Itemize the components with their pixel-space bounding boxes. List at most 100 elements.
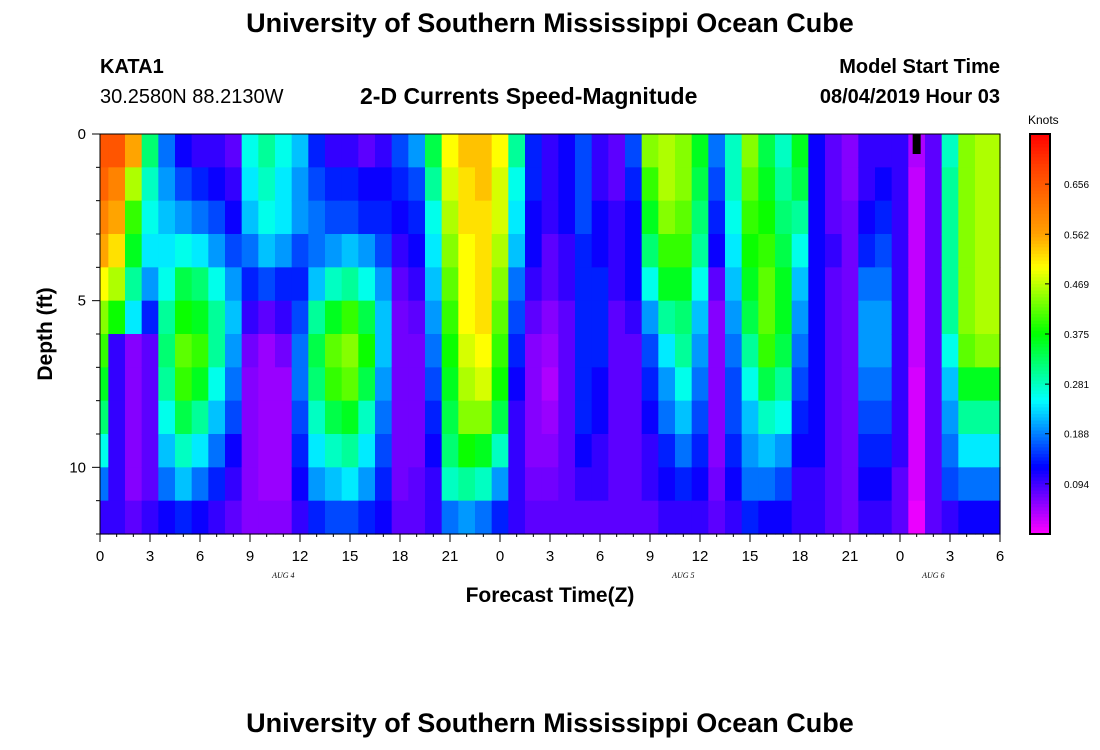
heatmap-cell [475,400,493,435]
heatmap-cell [608,434,626,468]
heatmap-cell [291,467,309,502]
heatmap-cell [658,334,676,368]
heatmap-cell [658,500,676,535]
heatmap-cell [408,167,426,202]
colorbar-segment [1030,234,1050,238]
heatmap-cell [358,434,376,468]
heatmap-cell [675,367,693,402]
heatmap-cell [541,467,559,502]
heatmap-cell [375,334,393,368]
colorbar-segment [1030,320,1050,325]
heatmap-cell [341,134,359,168]
heatmap-cell [641,234,659,268]
heatmap-cell [875,500,893,535]
heatmap-cell [758,300,776,335]
heatmap-cell [291,267,309,302]
heatmap-cell [691,134,709,168]
heatmap-cell [541,167,559,202]
heatmap-cell [275,400,293,435]
heatmap-cell [475,367,493,402]
heatmap-cell [675,434,693,468]
heatmap-cell [708,400,726,435]
heatmap-cell [441,300,459,335]
heatmap-cell [575,367,593,402]
heatmap-cell [308,334,326,368]
x-tick-label: 6 [596,548,604,565]
colorbar-segment [1030,324,1050,328]
heatmap-cell [841,300,859,335]
heatmap-cell [908,334,926,368]
heatmap-cell [591,134,609,168]
colorbar-segment [1030,530,1050,535]
heatmap-cell [508,500,526,535]
heatmap-cell [225,267,243,302]
heatmap-cell [100,300,109,335]
heatmap-cell [658,134,676,168]
heatmap-cell [341,200,359,235]
colorbar-segment [1030,500,1050,505]
heatmap-cell [508,334,526,368]
heatmap-cell [575,167,593,202]
heatmap-cell [991,500,1001,535]
heatmap-cell [391,300,409,335]
heatmap-cell [741,400,759,435]
colorbar-segment [1030,197,1050,202]
heatmap-cell [408,300,426,335]
heatmap-cell [458,500,476,535]
heatmap-cell [758,167,776,202]
heatmap-cell [591,400,609,435]
heatmap-cell [358,367,376,402]
heatmap-cell [375,400,393,435]
colorbar-segment [1030,474,1050,478]
heatmap-cell [808,134,826,168]
heatmap-cell [608,167,626,202]
heatmap-cell [275,500,293,535]
heatmap-cell [658,434,676,468]
heatmap-cell [625,367,643,402]
colorbar-segment [1030,380,1050,385]
heatmap-cell [725,367,743,402]
heatmap-cell [641,467,659,502]
heatmap-cell [925,234,943,268]
heatmap-cell [291,300,309,335]
colorbar-segment [1030,387,1050,392]
heatmap-cell [475,234,493,268]
heatmap-cell [825,400,843,435]
colorbar-tick-label: 0.469 [1064,280,1089,291]
heatmap-cell [841,200,859,235]
x-tick-label: 9 [246,548,254,565]
x-axis-label: Forecast Time(Z) [465,584,635,607]
heatmap-cell [425,367,443,402]
heatmap-cell [141,400,159,435]
heatmap-cell [841,434,859,468]
heatmap-cell [958,200,976,235]
y-axis-label: Depth (ft) [34,287,57,381]
x-tick-label: 15 [342,548,359,565]
heatmap-cell [458,467,476,502]
heatmap-cell [408,334,426,368]
colorbar-segment [1030,167,1050,172]
heatmap-cell [275,234,293,268]
heatmap-cell [100,267,109,302]
heatmap-cell [508,200,526,235]
heatmap-cell [425,200,443,235]
heatmap-cell [175,467,193,502]
colorbar-segment [1030,257,1050,262]
heatmap-cell [875,200,893,235]
heatmap-cell [591,200,609,235]
heatmap-cell [858,267,876,302]
heatmap-cell [158,200,176,235]
heatmap-cell [241,167,259,202]
heatmap-cell [475,300,493,335]
colorbar-segment [1030,277,1050,282]
heatmap-cell [125,200,143,235]
heatmap-cell [325,434,343,468]
heatmap-cell [575,334,593,368]
heatmap-cell [991,267,1001,302]
colorbar-segment [1030,490,1050,495]
heatmap-cell [375,467,393,502]
heatmap-cell [775,434,793,468]
heatmap-cell [391,200,409,235]
heatmap-cell [158,234,176,268]
